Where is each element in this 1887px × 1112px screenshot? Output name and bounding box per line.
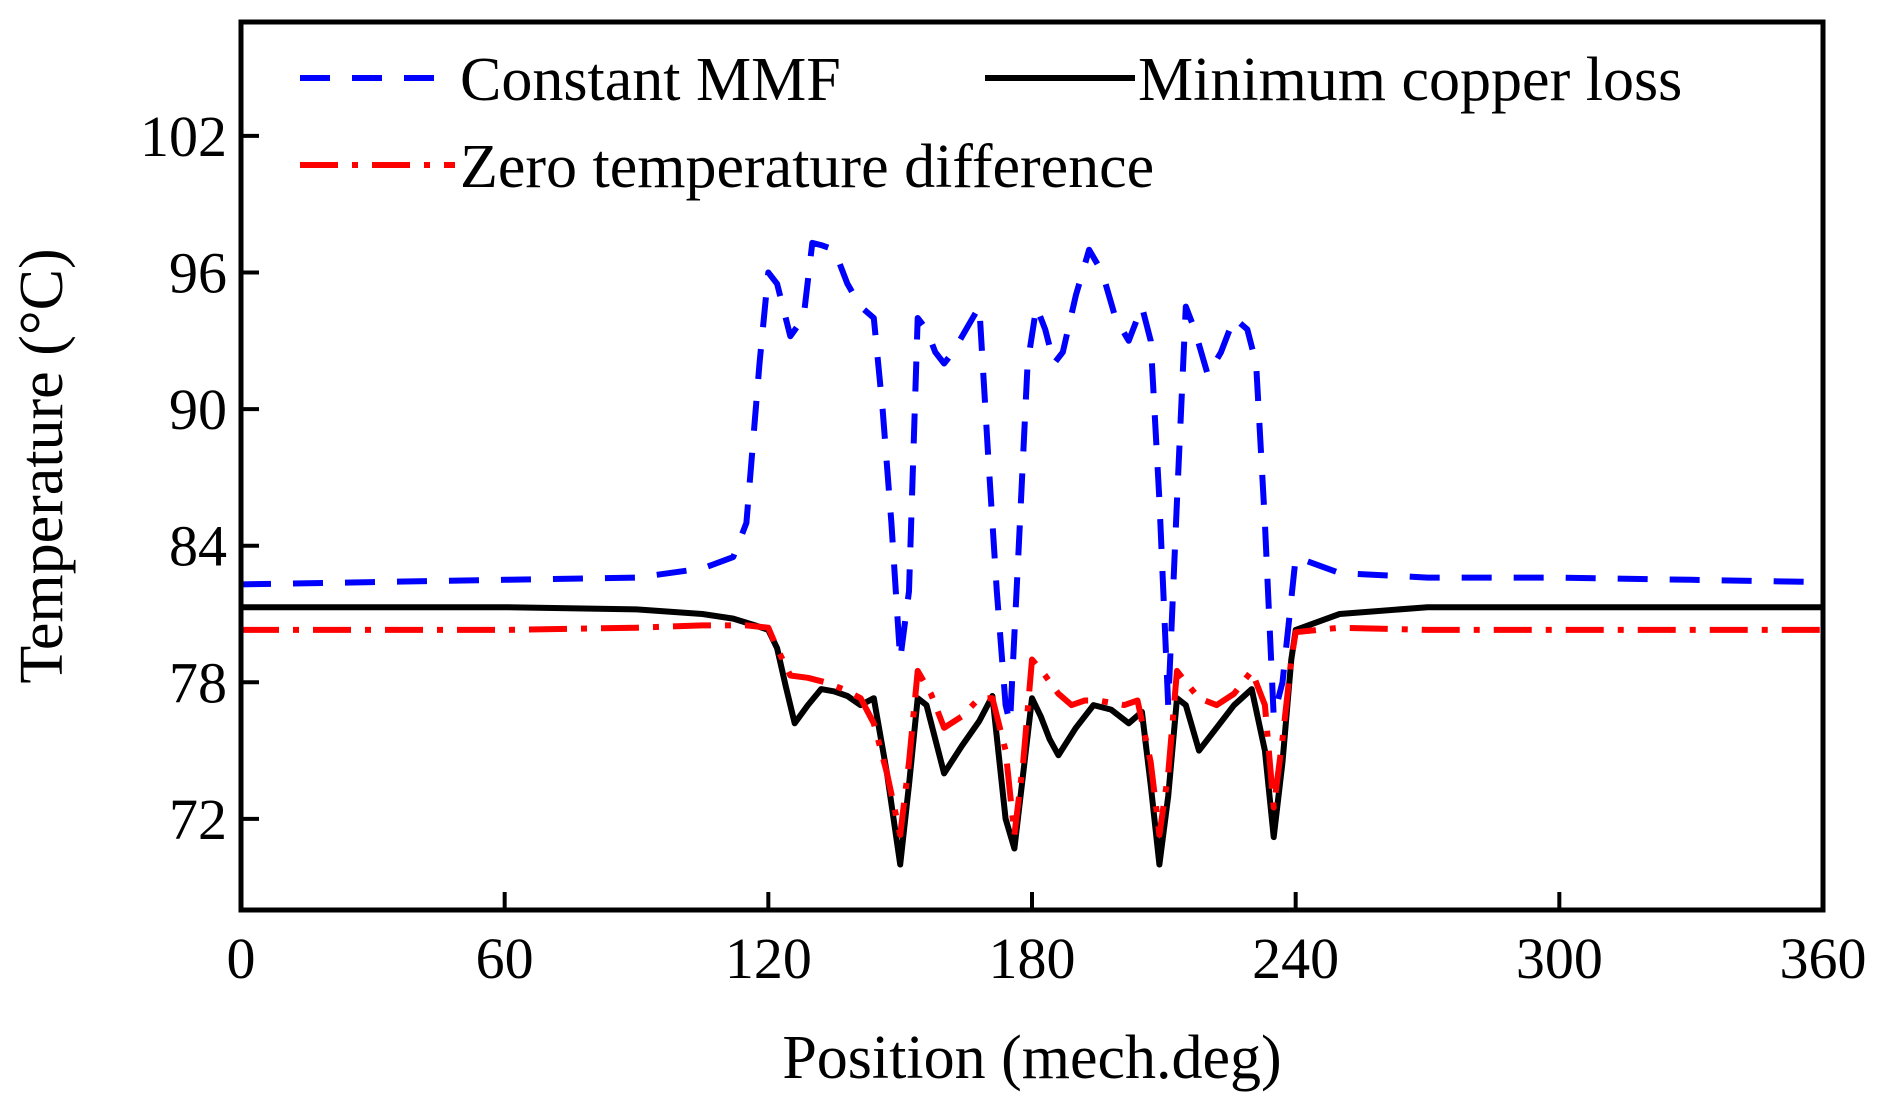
x-tick-label: 0 bbox=[227, 926, 256, 991]
series-line-zero-temperature-difference bbox=[241, 622, 1823, 838]
legend: Constant MMF Minimum copper loss Zero te… bbox=[300, 46, 1682, 201]
x-tick-label: 300 bbox=[1516, 926, 1603, 991]
x-axis-title: Position (mech.deg) bbox=[782, 1024, 1281, 1092]
y-tick-label: 78 bbox=[169, 650, 227, 715]
legend-label-constant-mmf: Constant MMF bbox=[460, 46, 841, 114]
x-tick-label: 360 bbox=[1780, 926, 1867, 991]
series-line-constant-mmf bbox=[240, 239, 1824, 727]
legend-label-minimum-copper-loss: Minimum copper loss bbox=[1138, 46, 1682, 114]
chart-marks bbox=[240, 239, 1824, 868]
x-tick-label: 60 bbox=[476, 926, 534, 991]
y-tick-label: 102 bbox=[140, 104, 227, 169]
x-tick-label: 240 bbox=[1252, 926, 1339, 991]
series-line-minimum-copper-loss bbox=[241, 604, 1823, 868]
y-tick-label: 84 bbox=[169, 514, 227, 579]
axis-ticks: 0 60 120 180 240 300 360 72 78 84 90 96 102 bbox=[140, 104, 1867, 991]
y-axis-title: Temperature (°C) bbox=[8, 248, 76, 683]
x-tick-label: 120 bbox=[725, 926, 812, 991]
legend-label-zero-temperature-difference: Zero temperature difference bbox=[460, 133, 1154, 201]
y-tick-label: 72 bbox=[169, 787, 227, 852]
y-tick-label: 96 bbox=[169, 240, 227, 305]
y-tick-label: 90 bbox=[169, 377, 227, 442]
x-tick-label: 180 bbox=[989, 926, 1076, 991]
